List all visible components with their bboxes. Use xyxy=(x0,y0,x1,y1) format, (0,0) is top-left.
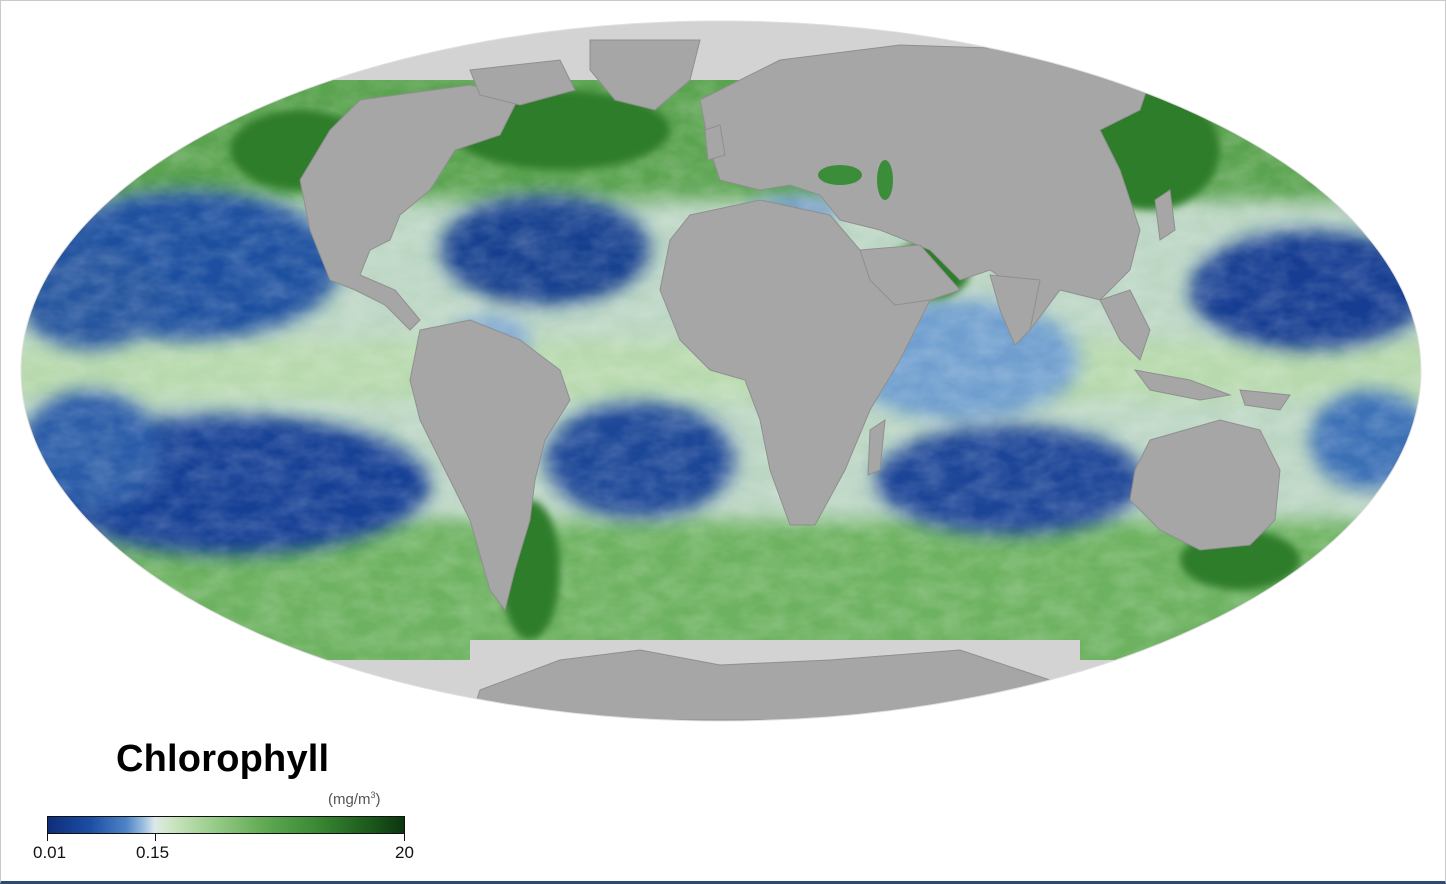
north-america xyxy=(299,84,521,331)
colorbar-tick-label-min: 0.01 xyxy=(33,843,67,862)
legend-title: Chlorophyll xyxy=(116,738,330,780)
legend-unit-sup: 3 xyxy=(370,790,376,800)
arabian-peninsula xyxy=(859,244,961,306)
legend-unit: (mg/m3) xyxy=(328,790,381,808)
colorbar-tick xyxy=(155,834,156,841)
greenland xyxy=(589,39,701,111)
colorbar xyxy=(47,816,405,834)
southeast-asia xyxy=(1099,289,1151,361)
india xyxy=(989,274,1041,346)
south-america xyxy=(409,319,571,612)
inland-seas xyxy=(818,160,893,200)
colorbar-tick xyxy=(47,834,48,841)
colorbar-tick xyxy=(404,834,405,841)
australia xyxy=(1129,419,1281,551)
legend-unit-suffix: ) xyxy=(375,791,381,808)
madagascar xyxy=(867,418,886,476)
colorbar-tick-label-max: 20 xyxy=(395,843,414,862)
colorbar-tick-label-mid: 0.15 xyxy=(136,843,170,862)
legend-unit-prefix: (mg/m xyxy=(328,791,371,808)
japan xyxy=(1154,189,1176,241)
continents xyxy=(299,39,1361,721)
globe-outline xyxy=(20,20,1422,722)
